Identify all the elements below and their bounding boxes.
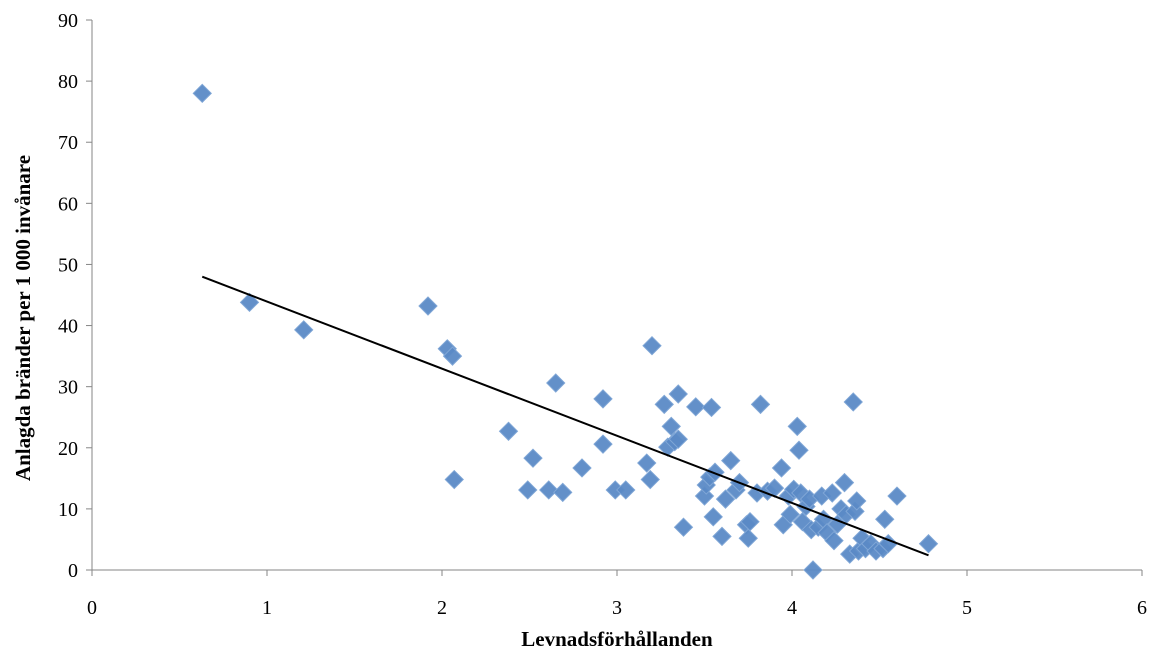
y-axis-title: Anlagda bränder per 1 000 invånare (11, 155, 35, 481)
y-tick-label-0: 0 (68, 560, 78, 582)
data-point-34 (705, 462, 725, 482)
points-layer (192, 83, 939, 580)
data-point-7 (498, 421, 519, 441)
x-tick-label-4: 4 (787, 597, 797, 619)
data-point-8 (518, 480, 538, 500)
data-point-12 (553, 482, 573, 503)
data-point-13 (572, 458, 592, 478)
y-tick-label-90: 90 (58, 10, 78, 32)
y-tick-label-10: 10 (58, 499, 78, 521)
x-tick-label-1: 1 (262, 597, 272, 619)
data-point-80 (875, 509, 895, 529)
data-point-82 (887, 486, 907, 506)
data-point-27 (673, 517, 694, 537)
trendline-layer (201, 275, 929, 557)
data-point-73 (847, 491, 867, 511)
y-tick-label-20: 20 (58, 438, 78, 460)
x-axis-title: Levnadsförhållanden (521, 627, 713, 651)
x-tick-label-2: 2 (437, 597, 447, 619)
y-tick-label-30: 30 (58, 377, 78, 399)
y-tick-label-80: 80 (58, 71, 78, 93)
data-point-32 (701, 397, 722, 418)
data-point-50 (780, 504, 800, 525)
data-point-36 (715, 489, 736, 509)
data-point-44 (750, 394, 771, 415)
data-point-10 (539, 480, 559, 500)
data-point-0 (192, 83, 212, 104)
data-point-65 (824, 530, 844, 551)
data-point-41 (738, 528, 758, 548)
y-tick-label-50: 50 (58, 254, 78, 276)
data-point-1 (239, 292, 260, 313)
axes-layer (86, 19, 1143, 576)
trendline (201, 275, 929, 557)
y-tick-label-60: 60 (58, 193, 78, 215)
data-point-47 (771, 458, 792, 478)
data-point-14 (593, 434, 613, 454)
data-point-15 (593, 389, 613, 409)
data-point-35 (712, 526, 732, 547)
data-point-68 (834, 472, 855, 493)
data-point-53 (789, 440, 809, 460)
x-tick-label-5: 5 (962, 597, 972, 619)
data-point-5 (442, 346, 463, 366)
tick-labels-layer: 0 10 20 30 40 50 60 70 80 90 0 1 2 3 4 5 6 (58, 10, 1147, 619)
data-point-71 (843, 392, 863, 412)
x-tick-label-3: 3 (612, 597, 622, 619)
data-point-18 (637, 453, 657, 473)
data-point-6 (444, 469, 464, 490)
data-point-20 (642, 336, 662, 356)
data-point-42 (740, 512, 760, 532)
data-point-17 (616, 480, 636, 500)
data-point-64 (822, 483, 842, 503)
y-tick-label-40: 40 (58, 316, 78, 338)
data-point-26 (668, 384, 688, 404)
data-point-52 (787, 416, 807, 437)
data-point-59 (803, 560, 823, 580)
data-point-23 (661, 416, 681, 437)
data-point-3 (418, 296, 438, 316)
data-point-11 (546, 373, 566, 393)
data-point-19 (640, 469, 660, 490)
data-point-9 (523, 448, 543, 468)
data-point-37 (721, 450, 741, 471)
y-tick-label-70: 70 (58, 132, 78, 154)
data-point-83 (918, 534, 939, 554)
data-point-33 (703, 507, 723, 527)
x-tick-label-0: 0 (87, 597, 97, 619)
x-tick-label-6: 6 (1137, 597, 1147, 619)
data-point-25 (668, 429, 688, 449)
data-point-2 (294, 320, 314, 340)
data-point-21 (654, 394, 674, 415)
data-point-28 (686, 397, 706, 417)
